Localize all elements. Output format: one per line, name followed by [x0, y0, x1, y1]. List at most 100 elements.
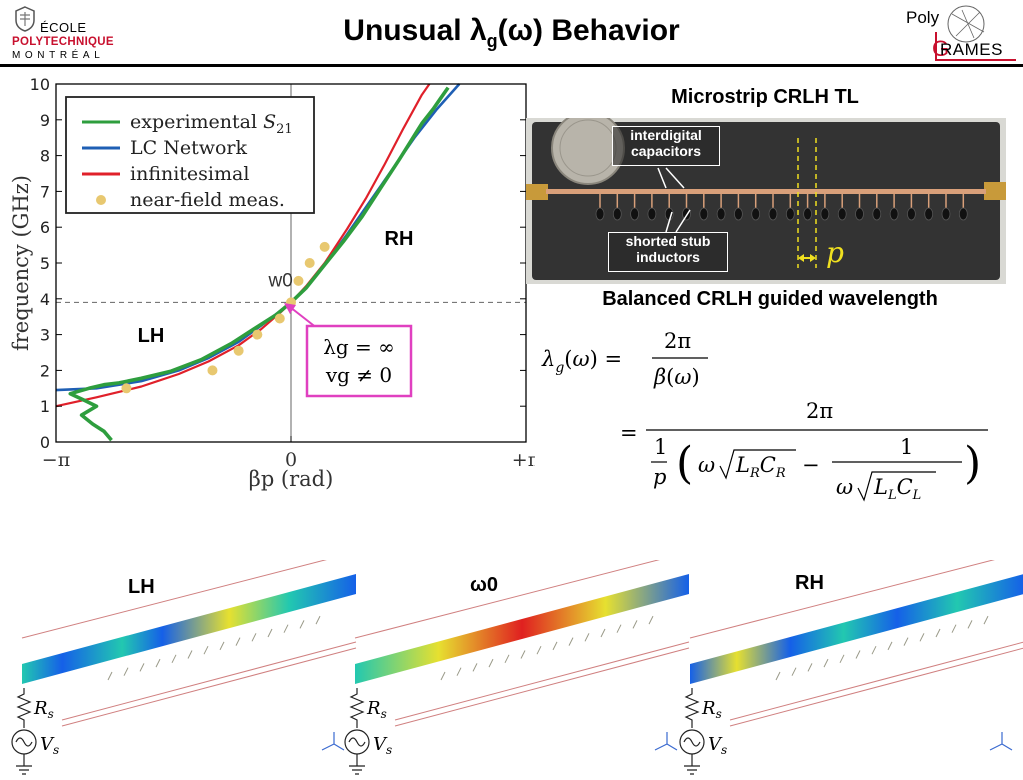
ground-icon: [349, 754, 365, 775]
svg-text:2π: 2π: [806, 399, 833, 423]
near-field-point: [207, 365, 218, 376]
inductor-callout-line1: shorted stub: [625, 233, 711, 249]
svg-text:p: p: [653, 465, 666, 489]
callout-box: [305, 324, 413, 398]
source-voltage-label: Vs: [708, 734, 727, 757]
legend-label: infinitesimal: [130, 163, 249, 185]
source-voltage-label: Vs: [40, 734, 59, 757]
sim-label-rh: RH: [795, 572, 824, 594]
y-tick-label: 10: [30, 75, 50, 94]
y-tick-label: 9: [40, 111, 50, 130]
logo-line2: POLYTECHNIQUE: [12, 36, 114, 48]
y-tick-label: 3: [40, 326, 50, 345]
sim-panel: Rs Vs: [11, 560, 357, 775]
series-experimental-s21: [68, 86, 450, 442]
callout-line2: vg ≠ 0: [325, 363, 392, 387]
svg-text:ω: ω: [698, 453, 715, 477]
lambda-callout: λg = ∞ vg ≠ 0: [284, 303, 413, 398]
annotation-rh: RH: [385, 228, 414, 250]
crlh-photo: interdigital capacitors shorted stub ind…: [526, 118, 1006, 284]
x-tick-label: +π: [512, 449, 535, 471]
y-tick-label: 2: [40, 361, 50, 380]
svg-text:=: =: [620, 421, 638, 445]
resistor-icon: [16, 688, 32, 728]
callout-arrowhead: [284, 303, 296, 314]
near-field-point: [121, 383, 132, 394]
chart-annotations: LH RH w0: [138, 228, 414, 347]
svg-text:LLCL: LLCL: [873, 475, 921, 503]
source-resistance-label: Rs: [701, 698, 722, 721]
formula-title: Balanced CRLH guided wavelength: [602, 288, 938, 310]
svg-text:1: 1: [654, 435, 667, 459]
svg-text:ω: ω: [836, 475, 853, 499]
sim-panel: Rs Vs: [344, 560, 690, 775]
svg-text:LRCR: LRCR: [735, 453, 786, 481]
y-tick-label: 5: [40, 254, 50, 273]
axis-triad-icon: [321, 732, 345, 751]
resistor-icon: [349, 688, 365, 728]
title-pre: Unusual λ: [343, 14, 487, 47]
title-post: (ω) Behavior: [497, 14, 680, 47]
svg-text:): ): [964, 438, 981, 489]
microstrip-line: [546, 189, 986, 194]
callout-line1: λg = ∞: [323, 335, 395, 359]
title-sub: g: [486, 31, 498, 51]
near-field-point: [304, 258, 315, 268]
svg-text:λg(ω) =: λg(ω) =: [541, 347, 622, 376]
source-resistance-label: Rs: [33, 698, 54, 721]
annotation-w0: w0: [268, 270, 293, 291]
near-field-point: [252, 329, 263, 340]
svg-text:2π: 2π: [664, 329, 691, 353]
y-tick-label: 0: [40, 433, 50, 452]
y-tick-label: 8: [40, 147, 50, 166]
legend-swatch: [96, 195, 106, 205]
crest-icon: [15, 6, 35, 32]
ground-icon: [16, 754, 32, 775]
near-field-point: [319, 241, 330, 252]
grames-line2: RAMES: [940, 40, 1003, 59]
polytechnique-logo: ÉCOLE POLYTECHNIQUE MONTRÉAL: [10, 4, 120, 62]
logo-line1: ÉCOLE: [40, 20, 87, 35]
svg-text:G: G: [932, 36, 949, 61]
connector-left-icon: [526, 184, 548, 200]
field-strip: [690, 574, 1023, 684]
y-tick-label: 6: [40, 218, 50, 237]
sim-panel: Rs Vs: [679, 560, 1023, 775]
period-label: p: [826, 236, 844, 269]
wavelength-formula: λg(ω) = 2π β(ω) = 2π 1 p ( ω LRCR − 1 ω …: [541, 329, 988, 503]
sim-label-w0: ω0: [470, 574, 499, 596]
logo-line3: MONTRÉAL: [12, 50, 105, 61]
grames-swirl-icon: G: [932, 5, 1016, 61]
inductor-callout: shorted stub inductors: [608, 232, 728, 272]
crlh-board-drawing: [526, 118, 1006, 284]
capacitor-callout: interdigital capacitors: [612, 126, 720, 166]
header-rule: [0, 64, 1023, 67]
field-strip: [22, 574, 356, 684]
near-field-point: [233, 345, 244, 356]
near-field-point: [293, 275, 304, 286]
source-resistance-label: Rs: [366, 698, 387, 721]
legend-label: LC Network: [130, 137, 247, 159]
grames-line1: Poly: [906, 8, 940, 27]
page-title: Unusual λg(ω) Behavior: [0, 14, 1023, 52]
chart-markers: [121, 241, 330, 394]
x-axis-label: βp (rad): [249, 467, 334, 491]
near-field-point: [274, 313, 285, 324]
legend-label: experimental S21: [130, 111, 293, 137]
y-tick-label: 4: [40, 290, 50, 309]
capacitor-callout-line1: interdigital: [630, 127, 702, 143]
capacitor-callout-line2: capacitors: [630, 143, 702, 159]
photo-title: Microstrip CRLH TL: [671, 86, 859, 108]
source-voltage-label: Vs: [373, 734, 392, 757]
inductor-callout-line2: inductors: [636, 249, 700, 265]
svg-text:(: (: [676, 438, 693, 489]
x-tick-label: −π: [42, 449, 70, 471]
sim-label-lh: LH: [128, 576, 155, 598]
svg-text:β(ω): β(ω): [653, 365, 700, 389]
annotation-lh: LH: [138, 325, 165, 347]
svg-text:−: −: [802, 453, 820, 477]
y-tick-label: 7: [40, 182, 50, 201]
